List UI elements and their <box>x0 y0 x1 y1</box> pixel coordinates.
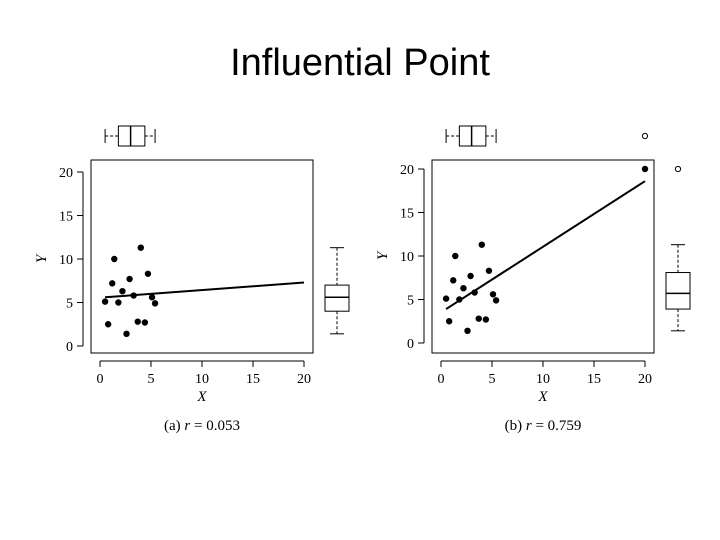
x-tick-label: 0 <box>97 372 104 387</box>
data-point <box>104 321 112 328</box>
data-point <box>641 165 649 173</box>
x-axis-label: X <box>537 389 548 405</box>
y-tick-label: 10 <box>59 253 73 268</box>
caption-value: = 0.053 <box>190 418 240 434</box>
data-point <box>119 287 126 295</box>
panel-caption: (b) r = 0.759 <box>505 418 582 434</box>
slide-title: Influential Point <box>230 42 490 84</box>
data-point <box>445 318 453 325</box>
data-point <box>144 270 152 277</box>
y-axis-label: Y <box>375 250 391 260</box>
data-point <box>467 272 474 280</box>
y-box <box>665 272 691 310</box>
y-tick-label: 5 <box>407 294 414 309</box>
plot-frame <box>90 159 314 354</box>
data-point <box>452 252 459 260</box>
caption-var: r <box>184 418 190 434</box>
y-axis-label: Y <box>34 253 50 263</box>
data-point <box>456 296 463 303</box>
data-point <box>485 267 493 274</box>
x-box <box>458 125 487 147</box>
data-point <box>109 280 116 287</box>
data-point <box>151 300 159 307</box>
data-point <box>148 294 156 301</box>
panel-b: 0 5 10 15 20 X 0 5 10 15 20 Y (b) r = 0.759 <box>375 125 691 434</box>
data-point <box>482 316 490 323</box>
y-box <box>324 284 350 312</box>
x-tick-label: 20 <box>638 372 652 387</box>
data-point <box>123 330 130 338</box>
data-point <box>492 297 500 304</box>
x-box-outlier <box>641 132 649 140</box>
data-point <box>130 292 137 299</box>
x-tick-label: 10 <box>536 372 550 387</box>
data-point <box>489 291 497 298</box>
x-tick-label: 0 <box>438 372 445 387</box>
data-point <box>464 327 471 335</box>
caption-prefix: (b) <box>505 418 526 434</box>
caption-value: = 0.759 <box>532 418 582 434</box>
x-axis-label: X <box>196 389 207 405</box>
data-point <box>478 241 485 248</box>
y-tick-label: 20 <box>400 163 414 178</box>
y-box-outlier <box>674 165 682 173</box>
y-tick-label: 0 <box>66 340 73 355</box>
data-point <box>101 298 109 305</box>
y-tick-label: 5 <box>66 297 73 312</box>
y-tick-label: 15 <box>400 207 414 222</box>
x-tick-label: 20 <box>297 372 311 387</box>
y-tick-label: 15 <box>59 210 73 225</box>
data-point <box>442 295 450 302</box>
x-tick-label: 5 <box>489 372 496 387</box>
data-point <box>115 299 122 306</box>
panel-a: 0 5 10 15 20 X 0 5 10 15 20 Y (a) r = 0.053 <box>34 125 350 434</box>
data-point <box>134 318 141 325</box>
data-point <box>460 284 467 292</box>
data-point <box>475 315 482 322</box>
regression-line <box>445 180 646 310</box>
y-tick-label: 0 <box>407 337 414 352</box>
x-tick-label: 15 <box>587 372 601 387</box>
plot-frame <box>431 159 655 354</box>
x-tick-label: 15 <box>246 372 260 387</box>
x-tick-label: 5 <box>148 372 155 387</box>
caption-var: r <box>526 418 532 434</box>
y-tick-label: 10 <box>400 250 414 265</box>
data-point <box>471 289 478 296</box>
x-tick-label: 10 <box>195 372 209 387</box>
data-point <box>450 277 457 284</box>
data-point <box>111 255 118 263</box>
data-point <box>126 275 133 283</box>
caption-prefix: (a) <box>164 418 184 434</box>
panel-caption: (a) r = 0.053 <box>164 418 240 434</box>
y-tick-label: 20 <box>59 166 73 181</box>
x-box <box>117 125 146 147</box>
regression-line <box>105 281 305 299</box>
data-point <box>137 244 144 251</box>
data-point <box>141 319 149 326</box>
